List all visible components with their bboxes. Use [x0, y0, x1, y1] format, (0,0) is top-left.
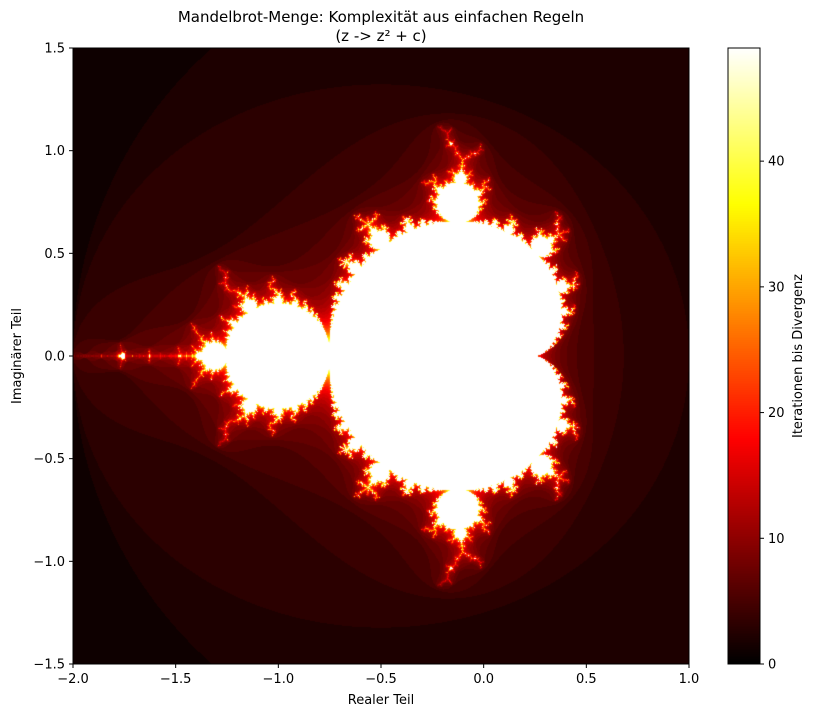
y-tick-label: −0.5	[33, 452, 65, 467]
x-tick-label: −1.5	[160, 672, 192, 687]
x-axis-label: Realer Teil	[348, 693, 414, 708]
colorbar-tick-label: 40	[768, 155, 785, 170]
colorbar: 0 10 20 30 40 Iterationen bis Divergenz	[727, 47, 806, 673]
y-axis: −1.5 −1.0 −0.5 0.0 0.5 1.0 1.5	[33, 42, 73, 673]
y-tick-label: −1.5	[33, 658, 65, 673]
chart-subtitle: (z -> z² + c)	[335, 27, 426, 45]
colorbar-label: Iterationen bis Divergenz	[791, 274, 806, 438]
chart-title: Mandelbrot-Menge: Komplexität aus einfac…	[178, 8, 584, 26]
x-axis: −2.0 −1.5 −1.0 −0.5 0.0 0.5 1.0	[57, 664, 699, 687]
heatmap-image-holder	[73, 48, 689, 664]
colorbar-tick-label: 30	[768, 280, 785, 295]
plot-area: −2.0 −1.5 −1.0 −0.5 0.0 0.5 1.0 −1.5−1.0−0.50.…	[33, 42, 699, 688]
x-tick-label: −2.0	[57, 672, 89, 687]
colorbar-axis: 0 10 20 30 40	[760, 155, 785, 673]
colorbar-frame	[727, 47, 761, 665]
colorbar-tick-label: 20	[768, 406, 785, 421]
colorbar-tick-label: 10	[768, 532, 785, 547]
x-tick-label: −1.0	[263, 672, 295, 687]
x-tick-label: 1.0	[679, 672, 700, 687]
y-tick-label: 0.5	[44, 247, 65, 262]
y-tick-label: −1.0	[33, 555, 65, 570]
colorbar-tick-label: 0	[768, 658, 776, 673]
y-tick-label: 1.0	[44, 144, 65, 159]
y-axis-label: Imaginärer Teil	[10, 308, 25, 404]
colorbar-image-holder	[728, 48, 760, 664]
x-tick-label: 0.5	[576, 672, 597, 687]
x-tick-label: 0.0	[473, 672, 494, 687]
y-tick-label: 1.5	[44, 42, 65, 57]
mandelbrot-heatmap	[73, 48, 689, 664]
y-tick-label: 0.0	[44, 350, 65, 365]
colorbar-gradient	[728, 48, 760, 664]
x-tick-label: −0.5	[365, 672, 397, 687]
